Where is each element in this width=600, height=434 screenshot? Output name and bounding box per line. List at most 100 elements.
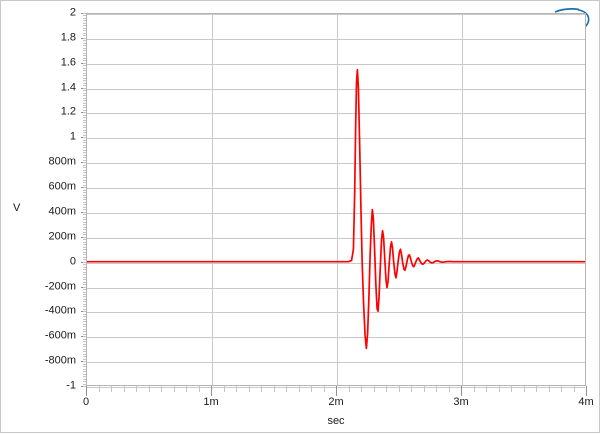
- y-axis-minor-tick: [82, 18, 86, 19]
- y-axis-minor-tick: [82, 222, 86, 223]
- gridline-horizontal: [87, 213, 585, 214]
- y-axis-minor-tick: [82, 195, 86, 196]
- y-axis-tick-label: -800m: [44, 354, 76, 367]
- y-axis-tick-label: 600m: [48, 180, 76, 193]
- y-axis-minor-tick: [82, 80, 86, 81]
- x-axis-title: sec: [327, 415, 345, 427]
- y-axis-minor-tick: [82, 45, 86, 46]
- y-axis-minor-tick: [82, 145, 86, 146]
- gridline-horizontal: [87, 263, 585, 264]
- gridline-horizontal: [87, 39, 585, 40]
- y-axis-minor-tick: [82, 384, 86, 385]
- y-axis-minor-tick: [82, 346, 86, 347]
- y-axis-minor-tick: [82, 65, 86, 66]
- y-axis-minor-tick: [82, 172, 86, 173]
- y-axis-minor-tick: [82, 50, 86, 51]
- x-axis-minor-tick: [361, 386, 362, 392]
- y-axis-minor-tick: [82, 311, 86, 312]
- x-axis-minor-tick: [349, 386, 350, 392]
- y-axis-minor-tick: [82, 23, 86, 24]
- y-axis-minor-tick: [82, 170, 86, 171]
- x-axis-tick: [461, 386, 462, 396]
- x-axis-minor-tick: [286, 386, 287, 392]
- y-axis-tick-label: 800m: [48, 155, 76, 168]
- y-axis-minor-tick: [82, 329, 86, 330]
- y-axis-minor-tick: [82, 316, 86, 317]
- y-axis-minor-tick: [82, 130, 86, 131]
- y-axis-tick-label: 2: [69, 6, 76, 19]
- y-axis-minor-tick: [82, 165, 86, 166]
- gridline-horizontal: [87, 89, 585, 90]
- gridline-horizontal: [87, 288, 585, 289]
- y-axis-tick-label: 1.2: [60, 105, 76, 118]
- y-axis-minor-tick: [82, 20, 86, 21]
- y-axis-minor-tick: [82, 306, 86, 307]
- y-axis-minor-tick: [82, 214, 86, 215]
- y-axis-minor-tick: [82, 48, 86, 49]
- y-axis-minor-tick: [82, 277, 86, 278]
- gridline-vertical: [212, 14, 213, 385]
- y-axis-minor-tick: [82, 40, 86, 41]
- gridline-horizontal: [87, 113, 585, 114]
- y-axis-minor-tick: [82, 70, 86, 71]
- x-axis-tick: [586, 386, 587, 396]
- y-axis-minor-tick: [82, 262, 86, 263]
- x-axis-minor-tick: [174, 386, 175, 392]
- y-axis-minor-tick: [82, 299, 86, 300]
- x-axis-minor-tick: [261, 386, 262, 392]
- y-axis-minor-tick: [82, 122, 86, 123]
- y-axis-minor-tick: [82, 140, 86, 141]
- y-axis-minor-tick: [82, 13, 86, 14]
- x-axis-minor-tick: [524, 386, 525, 392]
- y-axis-minor-tick: [82, 324, 86, 325]
- y-axis-minor-tick: [82, 249, 86, 250]
- x-axis-minor-tick: [436, 386, 437, 392]
- x-axis-minor-tick: [136, 386, 137, 392]
- y-axis-minor-tick: [82, 58, 86, 59]
- y-axis-tick-label: 0: [69, 255, 76, 268]
- x-axis-minor-tick: [161, 386, 162, 392]
- y-axis-minor-tick: [82, 100, 86, 101]
- y-axis-minor-tick: [82, 28, 86, 29]
- y-axis-minor-tick: [82, 247, 86, 248]
- gridline-horizontal: [87, 238, 585, 239]
- gridline-horizontal: [87, 14, 585, 15]
- x-axis-minor-tick: [549, 386, 550, 392]
- y-axis-minor-tick: [82, 78, 86, 79]
- y-axis-minor-tick: [82, 356, 86, 357]
- y-axis-minor-tick: [82, 267, 86, 268]
- y-axis-tick-label: -400m: [44, 304, 76, 317]
- y-axis-minor-tick: [82, 75, 86, 76]
- y-axis-minor-tick: [82, 120, 86, 121]
- y-axis-tick-label: 1.4: [60, 81, 76, 94]
- y-axis-minor-tick: [82, 180, 86, 181]
- y-axis-minor-tick: [82, 192, 86, 193]
- y-axis-minor-tick: [82, 25, 86, 26]
- y-axis-minor-tick: [82, 155, 86, 156]
- x-axis-minor-tick: [574, 386, 575, 392]
- x-axis-minor-tick: [424, 386, 425, 392]
- y-axis-minor-tick: [82, 379, 86, 380]
- plot-area: [86, 13, 586, 388]
- y-axis-minor-tick: [82, 354, 86, 355]
- y-axis-minor-tick: [82, 237, 86, 238]
- x-axis-minor-tick: [386, 386, 387, 392]
- x-axis-tick-label: 1m: [203, 396, 219, 408]
- y-axis-minor-tick: [82, 224, 86, 225]
- y-axis-minor-tick: [82, 272, 86, 273]
- y-axis-minor-tick: [82, 125, 86, 126]
- y-axis-minor-tick: [82, 202, 86, 203]
- y-axis-minor-tick: [82, 301, 86, 302]
- y-axis-minor-tick: [82, 366, 86, 367]
- y-axis-minor-tick: [82, 289, 86, 290]
- y-axis-minor-tick: [82, 386, 86, 387]
- x-axis-minor-tick: [199, 386, 200, 392]
- y-axis-minor-tick: [82, 209, 86, 210]
- y-axis-minor-tick: [82, 259, 86, 260]
- x-axis-minor-tick: [186, 386, 187, 392]
- x-axis-tick-label: 3m: [453, 396, 469, 408]
- y-axis-tick-label: -600m: [44, 329, 76, 342]
- y-axis-minor-tick: [82, 35, 86, 36]
- y-axis-minor-tick: [82, 88, 86, 89]
- y-axis-minor-tick: [82, 319, 86, 320]
